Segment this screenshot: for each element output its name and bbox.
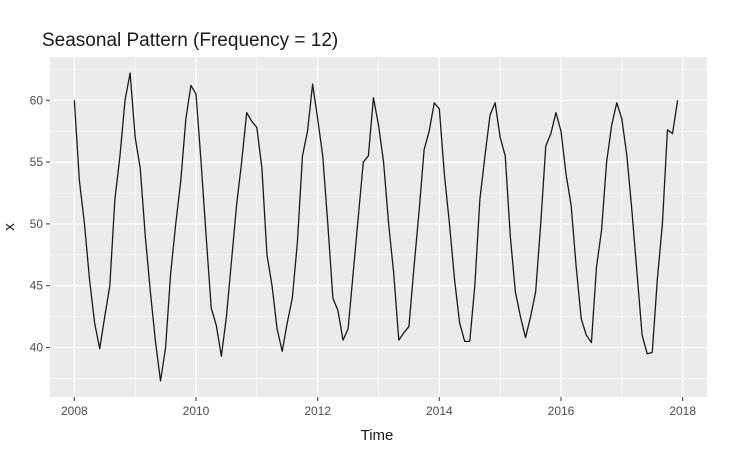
x-tick-label: 2008	[61, 404, 88, 418]
x-tick-label: 2010	[183, 404, 210, 418]
grid-major	[50, 57, 707, 397]
y-axis-title: x	[1, 223, 18, 231]
x-tick-label: 2012	[304, 404, 331, 418]
x-tick-label: 2016	[548, 404, 575, 418]
y-tick-label: 45	[30, 279, 44, 293]
x-axis-title: Time	[361, 427, 394, 444]
x-tick-label: 2014	[426, 404, 453, 418]
y-tick-label: 40	[30, 341, 44, 355]
x-axis: 2008 2010 2012 2014 2016 2018	[61, 397, 696, 418]
y-tick-label: 55	[30, 155, 44, 169]
series-line	[73, 72, 679, 382]
y-tick-label: 50	[30, 217, 44, 231]
series-layer	[73, 72, 679, 382]
x-tick-label: 2018	[669, 404, 696, 418]
chart-title: Seasonal Pattern (Frequency = 12)	[42, 30, 338, 51]
y-tick-label: 60	[30, 93, 44, 107]
grid-minor	[50, 57, 707, 397]
y-axis: 40 45 50 55 60	[30, 93, 50, 355]
